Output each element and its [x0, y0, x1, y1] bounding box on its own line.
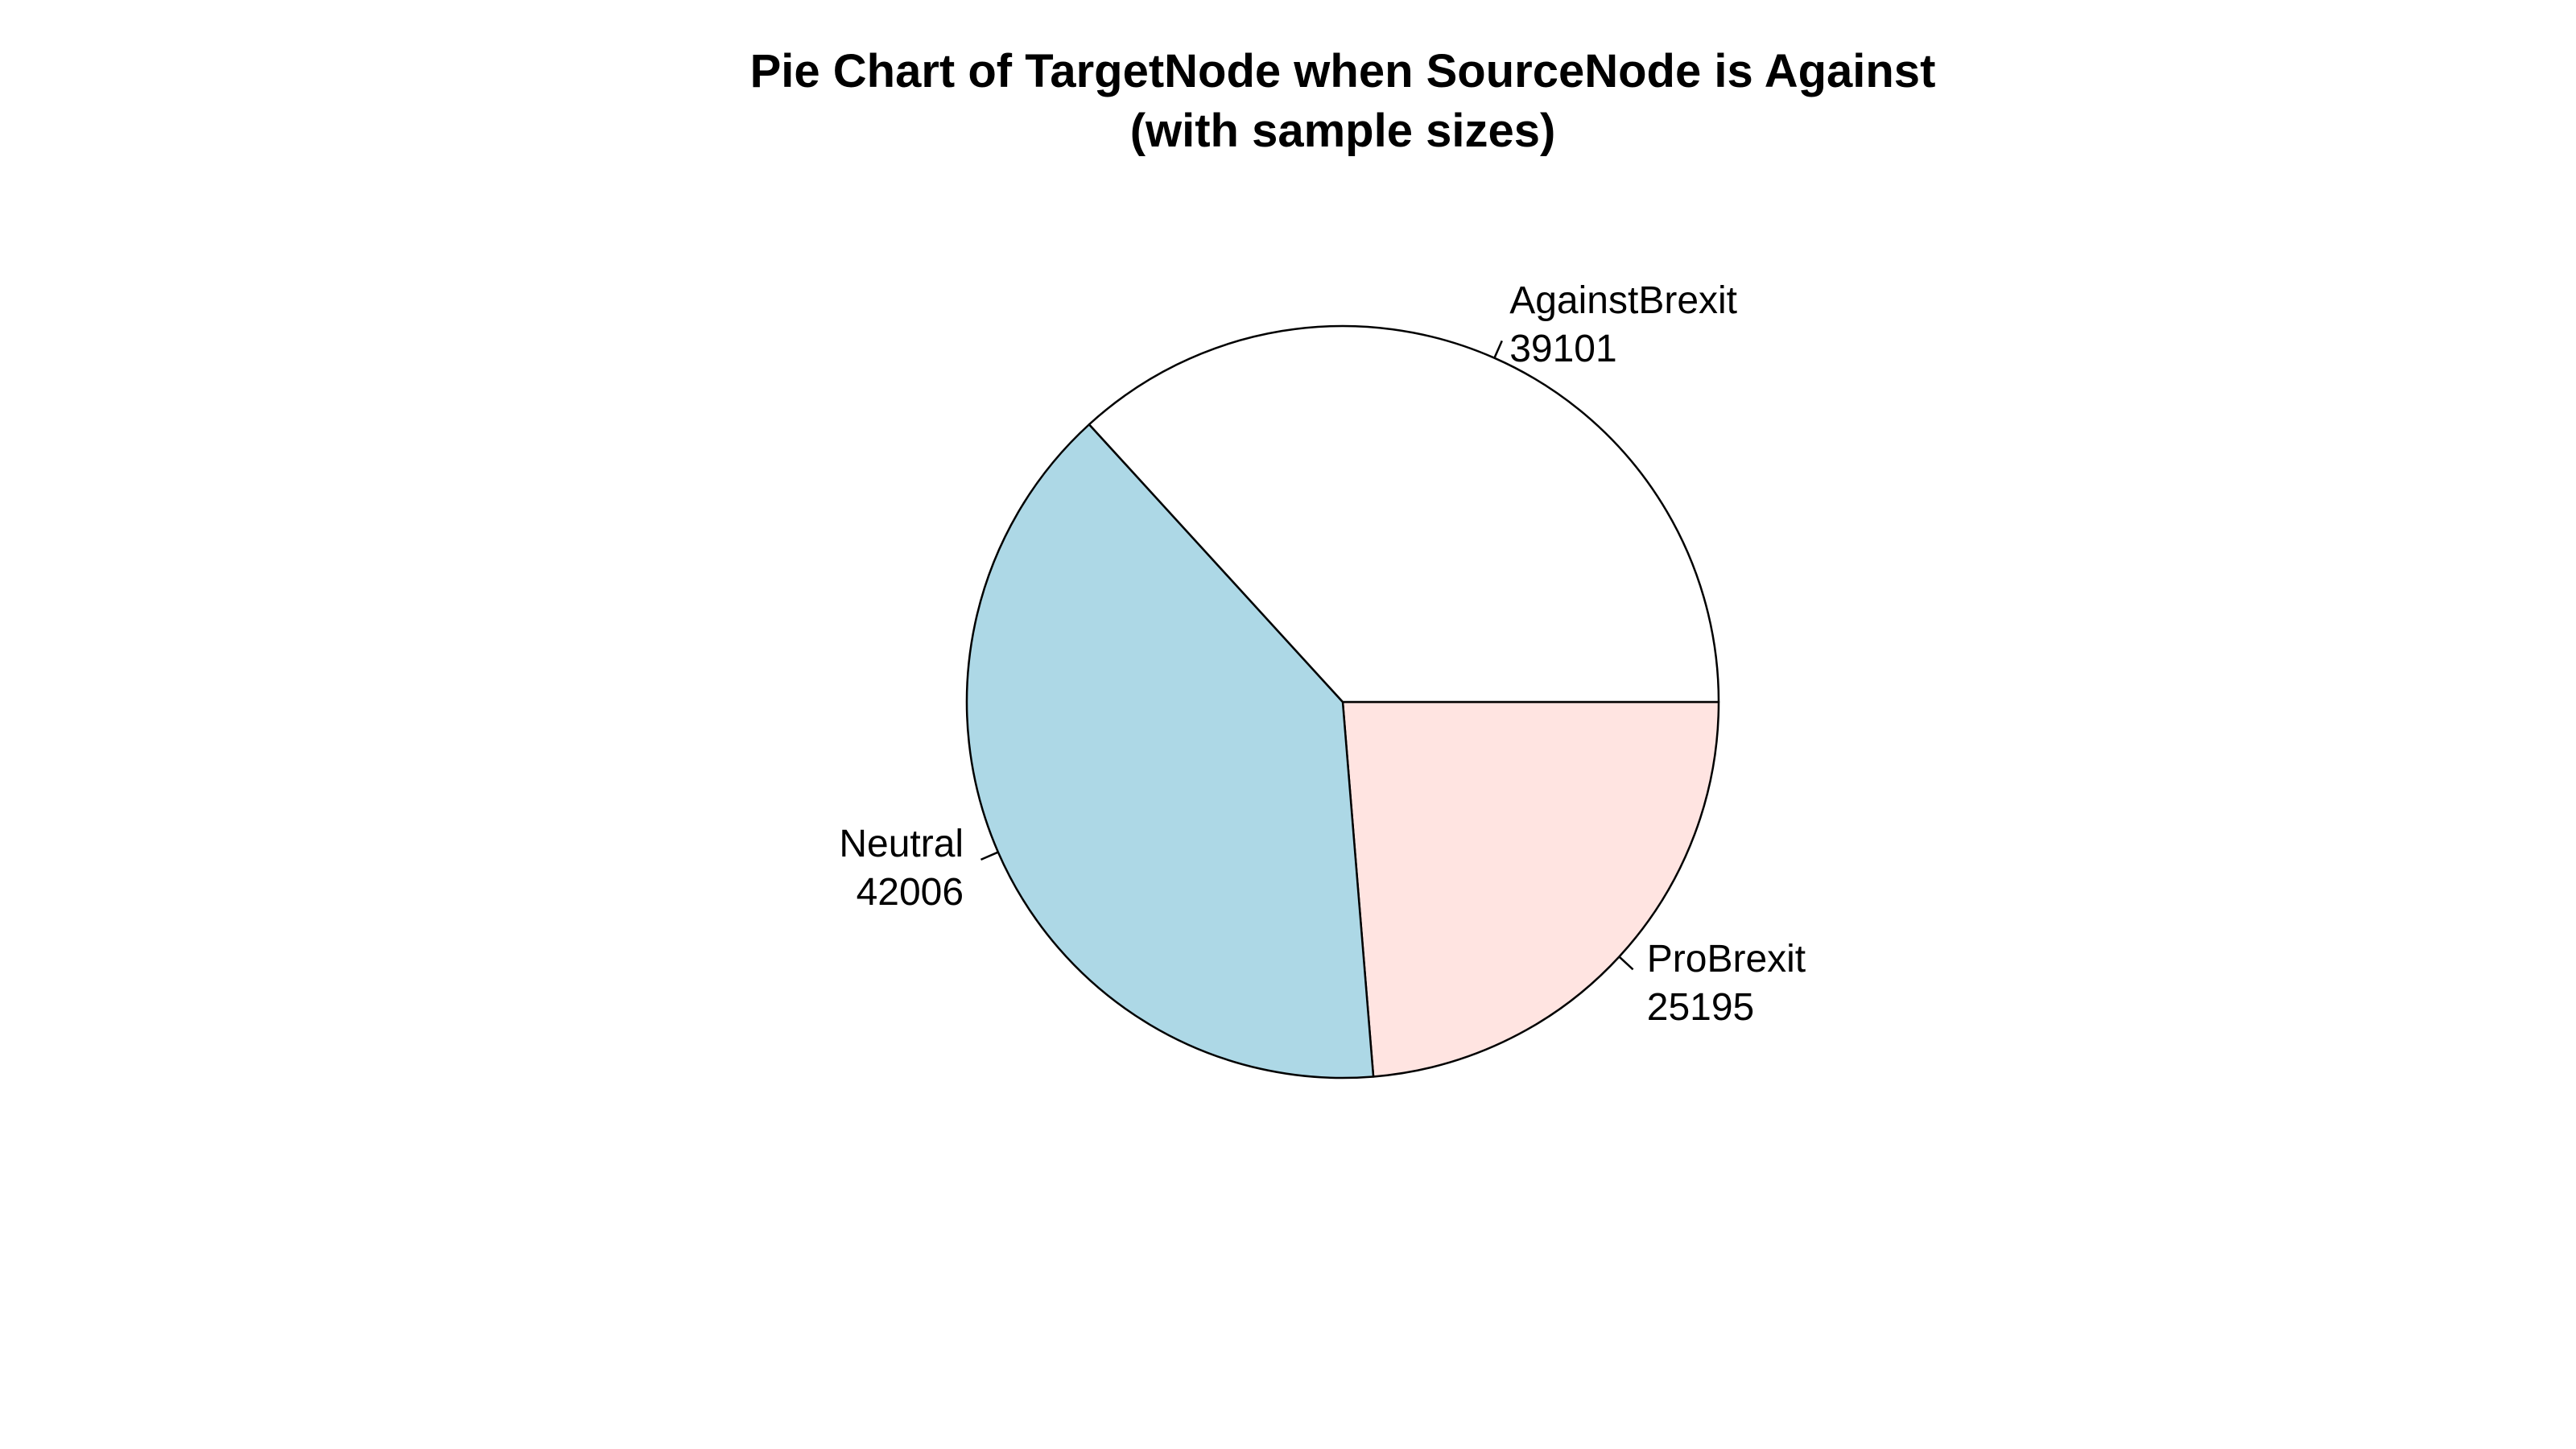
chart-title: Pie Chart of TargetNode when SourceNode … — [0, 42, 2576, 161]
pie-labels: ProBrexit 25195 Neutral 42006 AgainstBrexit 3… — [839, 279, 1806, 1029]
slice-value-neutral: 42006 — [857, 871, 964, 914]
chart-title-line2: (with sample sizes) — [1129, 105, 1556, 157]
label-tick-againstbrexit — [1493, 340, 1503, 359]
slice-label-probrexit: ProBrexit — [1647, 938, 1806, 980]
slice-value-againstbrexit: 39101 — [1509, 328, 1616, 370]
label-tick-neutral — [980, 851, 999, 861]
pie-slice-neutral — [965, 423, 1375, 1080]
slice-value-probrexit: 25195 — [1647, 986, 1754, 1029]
pie-slices — [965, 324, 1720, 1080]
pie-label-ticks — [980, 340, 1634, 971]
pie-slice-againstbrexit — [1088, 324, 1720, 704]
slice-label-neutral: Neutral — [839, 823, 964, 865]
label-tick-probrexit — [1618, 956, 1634, 971]
pie-slice-probrexit — [1341, 700, 1720, 1078]
chart-title-line1: Pie Chart of TargetNode when SourceNode … — [749, 45, 1936, 97]
slice-label-againstbrexit: AgainstBrexit — [1509, 279, 1737, 322]
